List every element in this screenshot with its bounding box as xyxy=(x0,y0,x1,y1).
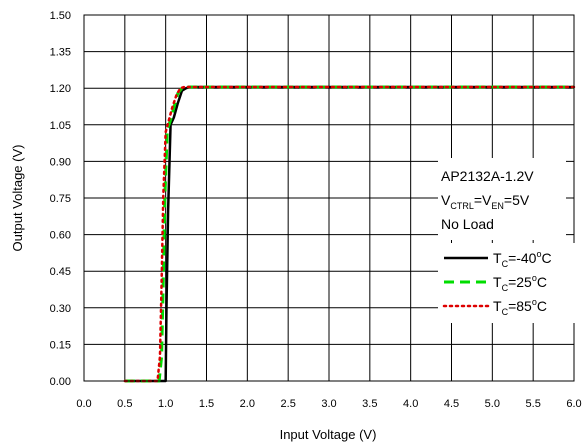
x-axis-label: Input Voltage (V) xyxy=(280,427,377,442)
x-tick-label: 1.5 xyxy=(199,398,214,410)
annotation-background xyxy=(438,158,566,240)
y-tick-label: 1.50 xyxy=(50,10,71,22)
y-tick-label: 0.90 xyxy=(50,156,71,168)
y-tick-label: 1.35 xyxy=(50,47,71,59)
x-tick-label: 4.5 xyxy=(444,398,459,410)
annotation-model: AP2132A-1.2V xyxy=(441,168,534,184)
plot-frame xyxy=(83,14,575,382)
annotation-load: No Load xyxy=(441,216,494,232)
legend: TC=-40oC TC=25oC TC=85oC xyxy=(438,243,576,323)
annotation-condition: VCTRL=VEN=5V xyxy=(441,192,530,211)
y-tick-label: 0.15 xyxy=(50,339,71,351)
axis-layer: 0.0 0.5 1.0 1.5 2.0 2.5 3.0 3.5 4.0 4.5 5.0 5.5 6.0 0… xyxy=(50,10,582,410)
annotation-box: AP2132A-1.2V VCTRL=VEN=5V No Load xyxy=(438,158,566,240)
y-tick-label: 0.30 xyxy=(50,303,71,315)
legend-label-1: TC=-40oC xyxy=(493,249,552,269)
x-tick-label: 2.0 xyxy=(240,398,255,410)
y-tick-label: 0.45 xyxy=(50,266,71,278)
x-tick-label: 0.0 xyxy=(76,398,91,410)
x-tick-label: 0.5 xyxy=(117,398,132,410)
x-tick-label: 3.0 xyxy=(321,398,336,410)
legend-label-2: TC=25oC xyxy=(493,273,547,293)
series-layer xyxy=(123,85,576,383)
x-tick-label: 5.5 xyxy=(526,398,541,410)
series-line-3 xyxy=(123,85,576,383)
y-tick-label: 0.75 xyxy=(50,193,71,205)
x-tick-label: 5.0 xyxy=(485,398,500,410)
x-tick-label: 4.0 xyxy=(403,398,418,410)
y-tick-label: 1.20 xyxy=(50,83,71,95)
y-tick-label: 0.60 xyxy=(50,230,71,242)
x-tick-label: 2.5 xyxy=(281,398,296,410)
x-tick-label: 3.5 xyxy=(362,398,377,410)
y-tick-label: 1.05 xyxy=(50,120,71,132)
y-axis-label: Output Voltage (V) xyxy=(10,145,25,252)
x-tick-label: 1.0 xyxy=(158,398,173,410)
legend-label-3: TC=85oC xyxy=(493,297,547,317)
y-tick-label: 0.00 xyxy=(50,376,71,388)
x-tick-label: 6.0 xyxy=(566,398,581,410)
